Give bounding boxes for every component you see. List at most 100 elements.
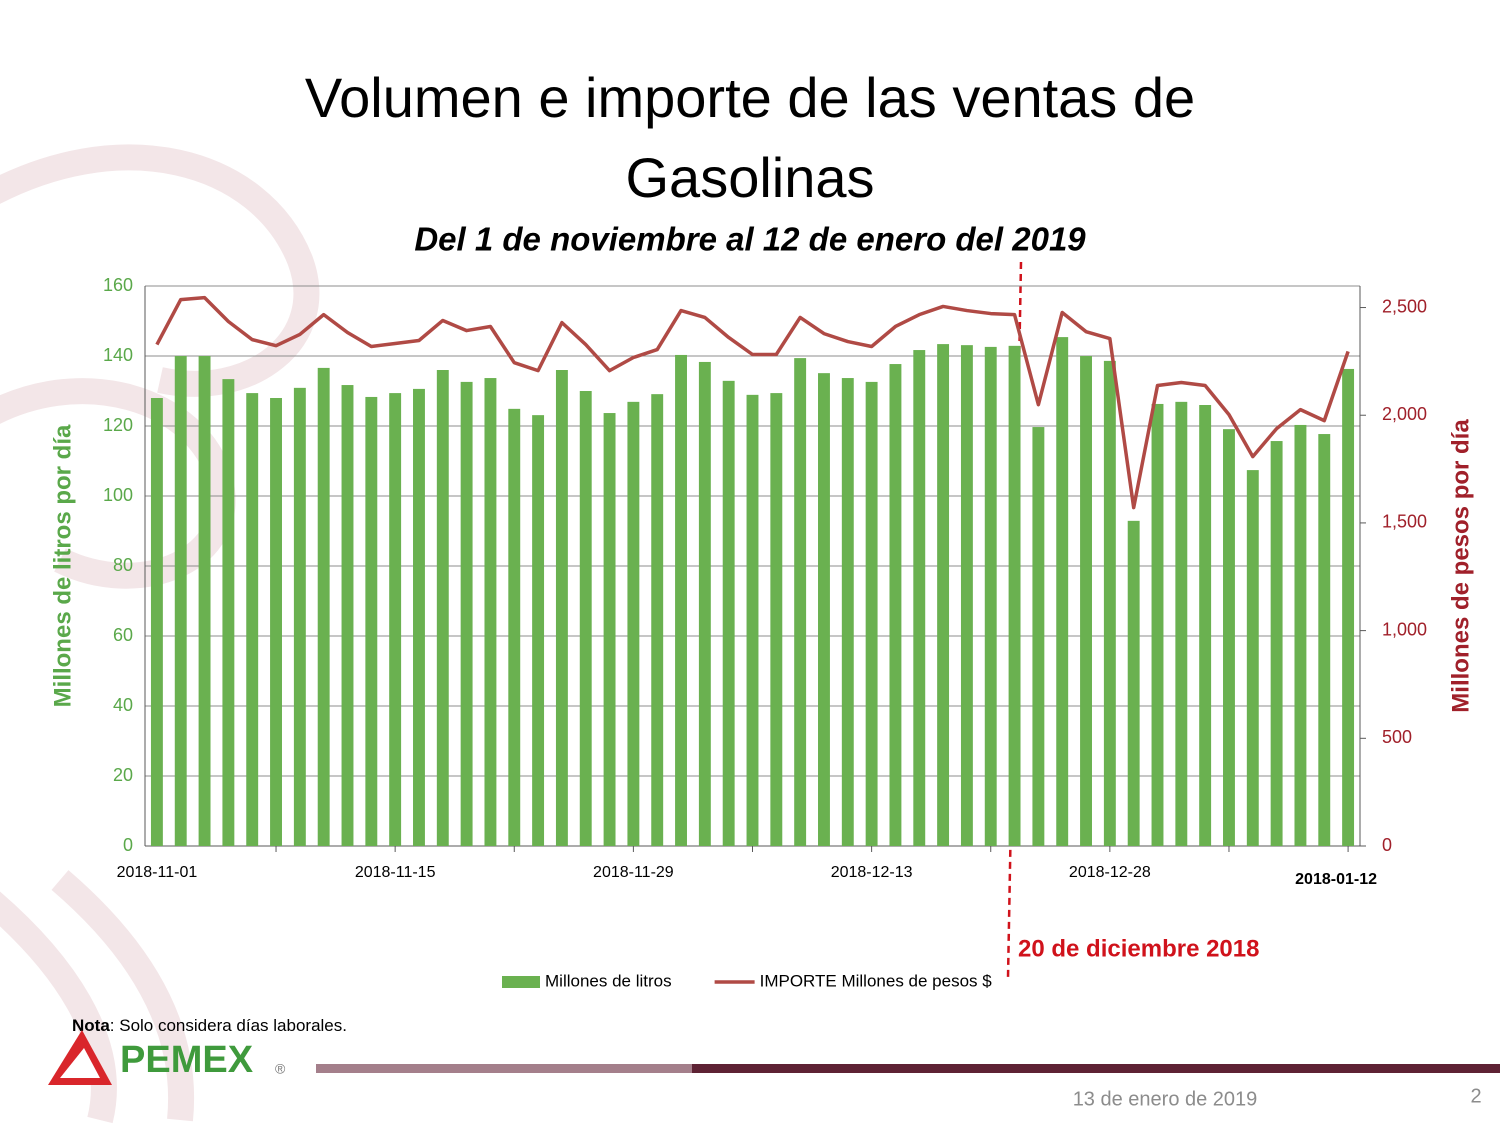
bar: [984, 346, 997, 846]
annotation: 20 de diciembre 2018: [1018, 935, 1259, 962]
bar: [913, 350, 926, 846]
bar: [174, 356, 187, 846]
y-tick-label: 40: [113, 695, 133, 715]
x-tick-label: 2018-12-28: [1069, 864, 1151, 881]
bar: [460, 381, 473, 846]
line: [155, 295, 1350, 510]
bar: [770, 393, 783, 846]
bar: [150, 398, 163, 846]
subtitle: Del 1 de noviembre al 12 de enero del 20…: [414, 221, 1086, 258]
y2-tick-label: 1,000: [1382, 619, 1427, 639]
x-tick-label: 2018-11-29: [593, 864, 674, 881]
legend-swatch: [502, 976, 540, 988]
x-tick-label: 2018-11-15: [355, 864, 436, 881]
logo-text: PEMEX: [120, 1039, 254, 1081]
x-tick-label: 2018-12-13: [831, 864, 913, 881]
bar: [1223, 429, 1235, 846]
legend-label: IMPORTE Millones de pesos $: [760, 971, 993, 990]
bar: [1246, 470, 1259, 846]
y2-tick-label: 0: [1382, 835, 1392, 855]
note: Nota: Solo considera días laborales.: [72, 1016, 347, 1035]
bar: [436, 370, 449, 846]
note-label: Nota: [72, 1016, 110, 1035]
bar: [555, 370, 568, 846]
bar: [627, 401, 640, 846]
bar: [1080, 356, 1092, 846]
bar: [651, 394, 664, 846]
y-tick-label: 120: [103, 415, 133, 435]
bar: [1032, 427, 1045, 846]
title-line: Gasolinas: [625, 146, 874, 209]
page-number: 2: [1470, 1085, 1481, 1107]
bar: [722, 380, 735, 846]
logo: PEMEX ®: [48, 1030, 286, 1085]
watermark: [0, 144, 320, 1124]
bar: [1175, 401, 1188, 846]
bar: [1342, 368, 1355, 846]
title-line: Volumen e importe de las ventas de: [305, 66, 1195, 129]
bar: [365, 396, 378, 846]
footer-bar-light: [316, 1064, 692, 1073]
y-tick-label: 140: [103, 345, 133, 365]
bar: [698, 361, 711, 846]
bar: [1294, 424, 1307, 846]
bar: [1199, 405, 1212, 846]
bar: [1103, 360, 1116, 846]
x-tick-label: 2018-01-12: [1295, 871, 1377, 888]
bar: [508, 408, 521, 846]
bar: [603, 413, 616, 846]
bar: [222, 379, 235, 846]
bar: [937, 344, 950, 846]
bar: [1151, 403, 1164, 846]
watermark-curve: [0, 144, 320, 397]
footer-date: 13 de enero de 2019: [1073, 1088, 1258, 1110]
watermark-curve: [51, 870, 195, 1122]
y-tick-label: 20: [113, 765, 133, 785]
watermark-curve: [0, 378, 236, 589]
y-tick-label: 60: [113, 625, 133, 645]
y2-tick-label: 2,500: [1382, 296, 1427, 316]
y-tick-label: 100: [103, 485, 133, 505]
footer-bar-dark: [692, 1064, 1500, 1073]
bar: [1270, 441, 1283, 846]
bar: [532, 415, 545, 846]
bar: [865, 381, 878, 846]
bar: [317, 367, 330, 846]
bar: [889, 364, 902, 846]
y-tick-label: 0: [123, 835, 133, 855]
bar: [794, 358, 807, 846]
y2-tick-label: 500: [1382, 727, 1412, 747]
bar: [818, 373, 830, 846]
bar: [579, 391, 592, 846]
y-tick-label: 80: [113, 555, 133, 575]
legend-label: Millones de litros: [545, 971, 672, 990]
y2-axis-label: Millones de pesos por día: [1447, 419, 1474, 713]
y2-tick-label: 2,000: [1382, 404, 1427, 424]
bar: [675, 354, 687, 846]
bar: [246, 393, 259, 846]
bar: [413, 388, 425, 846]
bar: [198, 356, 211, 846]
bar: [960, 345, 973, 846]
logo-registered: ®: [275, 1061, 286, 1077]
bar: [746, 394, 759, 846]
y-tick-label: 160: [103, 275, 133, 295]
bar: [484, 378, 497, 846]
bar: [841, 378, 854, 846]
note-text: : Solo considera días laborales.: [110, 1016, 347, 1035]
bar: [341, 385, 354, 846]
bar: [1008, 345, 1021, 846]
bar: [1127, 520, 1140, 846]
watermark-curve: [0, 891, 117, 1124]
logo-icon-inner: [60, 1048, 100, 1078]
x-tick-label: 2018-11-01: [117, 864, 198, 881]
y2-tick-label: 1,500: [1382, 512, 1427, 532]
bar: [270, 398, 282, 846]
bar: [389, 393, 402, 846]
bar: [1318, 434, 1331, 846]
bar: [1056, 337, 1069, 846]
bar: [293, 387, 306, 846]
y-axis-label: Millones de litros por día: [49, 424, 76, 707]
